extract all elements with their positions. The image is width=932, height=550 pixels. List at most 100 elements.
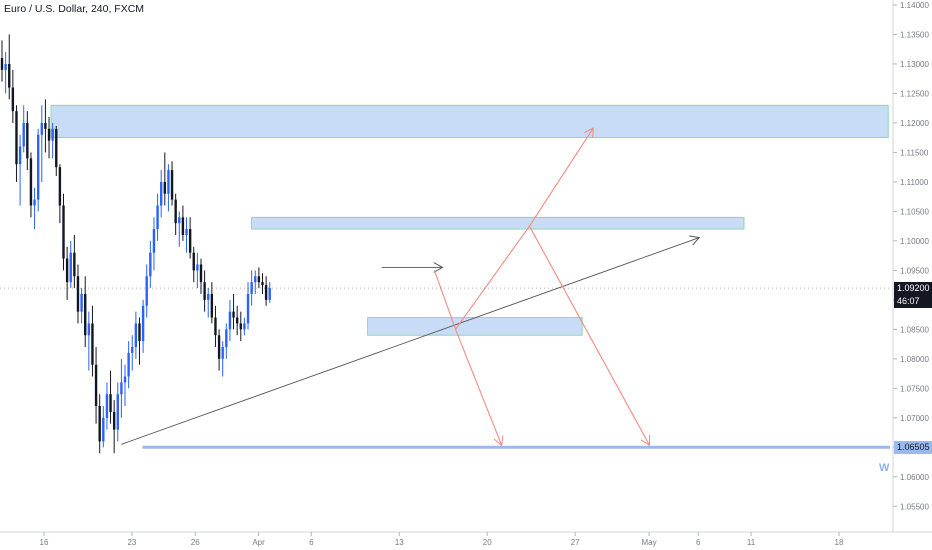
candle-body — [145, 276, 148, 306]
candle-body — [203, 282, 206, 300]
candle-body — [210, 293, 214, 318]
candle-body — [199, 264, 203, 283]
y-tick-label: 1.10000 — [900, 237, 929, 246]
candle-body — [192, 252, 195, 271]
candle-body — [261, 282, 264, 286]
y-tick-label: 1.12000 — [900, 119, 929, 128]
candle-body — [214, 317, 217, 336]
candle-body — [181, 217, 185, 235]
candle-body — [55, 128, 58, 168]
candle-body — [0, 58, 4, 70]
y-tick-label: 1.06000 — [900, 473, 929, 482]
candle-body — [268, 288, 271, 300]
candle-body — [62, 205, 65, 259]
candle-body — [105, 394, 109, 418]
x-tick-label: 6 — [309, 538, 314, 547]
candle-body — [98, 406, 101, 442]
projection-arrow — [433, 270, 457, 330]
candle-body — [159, 181, 163, 206]
candle-body — [36, 134, 40, 200]
candle-body — [264, 285, 268, 300]
candle-body — [84, 293, 87, 336]
candle-body — [246, 293, 250, 324]
y-tick-label: 1.09500 — [900, 266, 929, 275]
supply-demand-zone — [50, 104, 889, 139]
y-tick-label: 1.08000 — [900, 355, 929, 364]
candle-body — [4, 63, 7, 70]
candle-body — [152, 229, 156, 253]
candle-body — [185, 229, 188, 235]
y-tick-label: 1.07000 — [900, 414, 929, 423]
projection-arrow — [528, 225, 649, 444]
candle-body — [15, 111, 18, 165]
candle-body — [141, 305, 145, 342]
candle-body — [127, 352, 130, 377]
projection-arrow — [455, 329, 502, 444]
candle-body — [217, 335, 221, 359]
candle-body — [221, 347, 224, 359]
x-tick-label: May — [641, 538, 656, 547]
candle-body — [131, 347, 134, 353]
candle-body — [69, 252, 72, 283]
candle-body — [232, 311, 235, 318]
candle-body — [207, 293, 210, 300]
candle-body — [174, 199, 177, 224]
y-tick-label: 1.11500 — [900, 148, 929, 157]
candle-body — [138, 323, 141, 342]
candle-body — [149, 252, 152, 277]
candle-body — [112, 411, 116, 430]
candle-body — [250, 282, 253, 294]
candle-body — [29, 158, 33, 206]
chart-title: Euro / U.S. Dollar, 240, FXCM — [4, 3, 145, 15]
candle-body — [102, 417, 105, 442]
candle-body — [76, 276, 80, 312]
candle-body — [87, 323, 91, 336]
candle-body — [22, 122, 25, 147]
candle-body — [116, 394, 119, 430]
candle-body — [47, 128, 51, 141]
x-tick-label: 26 — [191, 538, 200, 547]
candle-body — [228, 311, 232, 330]
y-tick-label: 1.13000 — [900, 60, 929, 69]
watermark-logo: W — [879, 462, 890, 474]
candle-body — [254, 276, 257, 283]
support-price-tag: 1.06505 — [894, 441, 932, 455]
candle-body — [26, 122, 29, 159]
candle-body — [11, 87, 15, 112]
candle-body — [33, 199, 36, 206]
y-tick-label: 1.05500 — [900, 502, 929, 511]
candle-body — [120, 382, 123, 395]
y-tick-label: 1.07500 — [900, 384, 929, 393]
candle-body — [58, 167, 62, 206]
candle-body — [40, 122, 43, 135]
trend-line — [121, 238, 698, 445]
candle-body — [73, 252, 76, 277]
candle-body — [235, 317, 239, 324]
candle-body — [167, 170, 170, 194]
candle-body — [163, 181, 167, 194]
candle-body — [44, 122, 47, 129]
candle-body — [80, 293, 83, 312]
y-tick-label: 1.13500 — [900, 30, 929, 39]
y-tick-label: 1.10500 — [900, 207, 929, 216]
candle-body — [91, 323, 94, 365]
x-tick-label: 20 — [483, 538, 492, 547]
candle-body — [51, 128, 54, 141]
supply-demand-zone — [251, 216, 745, 230]
x-tick-label: 11 — [747, 538, 756, 547]
x-tick-label: Apr — [252, 538, 265, 547]
candle-body — [225, 329, 228, 348]
x-tick-label: 16 — [40, 538, 49, 547]
candle-body — [170, 170, 174, 200]
last-price-tag: 1.09200 — [894, 282, 932, 296]
supply-demand-zone — [367, 317, 583, 336]
y-tick-label: 1.12500 — [900, 89, 929, 98]
candle-body — [65, 258, 69, 283]
candle-body — [134, 323, 138, 348]
candle-body — [94, 364, 98, 407]
y-tick-label: 1.11000 — [900, 178, 929, 187]
x-tick-label: 13 — [395, 538, 404, 547]
candle-body — [178, 217, 181, 224]
x-tick-label: 23 — [127, 538, 136, 547]
